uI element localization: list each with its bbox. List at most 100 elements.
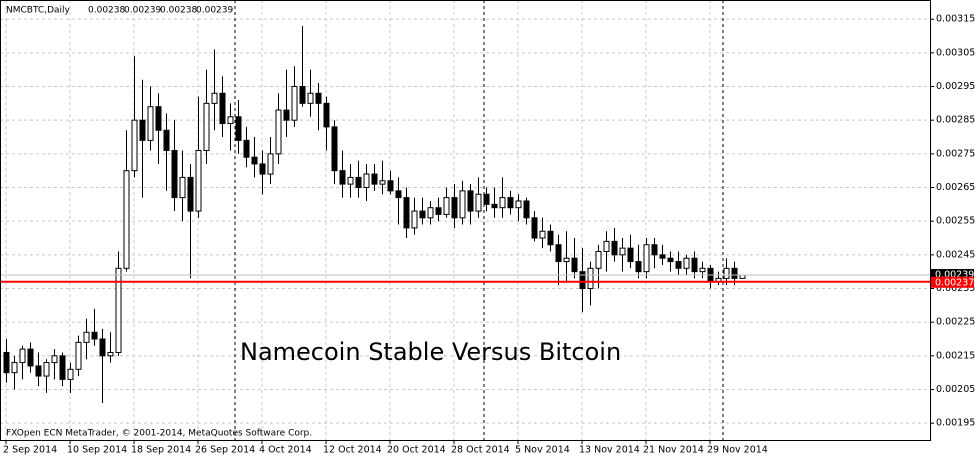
candle-body [363, 173, 370, 189]
candle-body [331, 126, 338, 172]
candle-body [219, 92, 226, 125]
horizontal-line-label-box [931, 276, 974, 288]
candle-body [299, 86, 306, 104]
candle-body [147, 106, 154, 141]
symbol: NMCBTC,Daily [6, 6, 71, 16]
copyright: FXOpen ECN MetaTrader, © 2001-2014, Meta… [6, 429, 312, 439]
y-tick-label: 0.00235 [936, 283, 975, 294]
info-open: 0.00238 [88, 6, 125, 16]
candle-body [651, 244, 658, 256]
candle-body [603, 240, 610, 252]
candle-body [179, 176, 186, 199]
candle-body [483, 193, 490, 205]
candle-body [259, 163, 266, 175]
candle-body [515, 200, 522, 209]
candle-body [131, 119, 138, 172]
y-tick-label: 0.00285 [936, 115, 975, 126]
candle-body [3, 351, 10, 374]
y-tick-label: 0.00315 [936, 14, 975, 25]
y-tick-label: 0.00215 [936, 350, 975, 361]
x-tick-label: 2 Sep 2014 [3, 445, 57, 456]
candle-body [139, 119, 146, 141]
candle-body [251, 156, 258, 165]
axes: 0.001950.002050.002150.002250.002350.002… [3, 14, 975, 456]
x-tick-label: 5 Nov 2014 [515, 445, 570, 456]
candle-body [635, 261, 642, 273]
candle-body [731, 267, 738, 279]
candle-body [611, 240, 618, 256]
candle-body [739, 274, 746, 279]
candle-body [579, 271, 586, 290]
candle-body [227, 116, 234, 125]
x-tick-label: 12 Oct 2014 [323, 445, 382, 456]
candle-body [435, 207, 442, 215]
candle-body [291, 86, 298, 121]
candle-body [323, 102, 330, 128]
x-tick-label: 26 Sep 2014 [195, 445, 255, 456]
candle-body [59, 355, 66, 380]
candle-body [11, 362, 18, 374]
candle-body [27, 348, 34, 367]
horizontal-line-label: 0.00237 [935, 277, 974, 288]
info-low: 0.00238 [160, 6, 197, 16]
candle-body [123, 170, 130, 269]
x-tick-label: 21 Nov 2014 [643, 445, 704, 456]
candle-body [403, 197, 410, 229]
candle-body [411, 210, 418, 229]
candle-body [643, 244, 650, 273]
candle-body [627, 247, 634, 263]
candle-body [443, 197, 450, 215]
x-tick-label: 18 Sep 2014 [131, 445, 191, 456]
candle-body [675, 261, 682, 269]
grid [0, 0, 930, 440]
candle-body [475, 193, 482, 212]
y-tick-label: 0.00275 [936, 148, 975, 159]
y-tick-label: 0.00225 [936, 317, 975, 328]
candle-body [691, 257, 698, 273]
candles [0, 25, 930, 403]
y-tick-label: 0.00195 [936, 418, 975, 429]
candle-body [587, 267, 594, 290]
y-tick-label: 0.00205 [936, 384, 975, 395]
candle-body [115, 267, 122, 353]
y-tick-label: 0.00245 [936, 249, 975, 260]
candle-body [491, 203, 498, 209]
candle-body [499, 197, 506, 209]
candle-body [155, 106, 162, 131]
candle-body [315, 92, 322, 104]
bid-label: 0.00239 [935, 270, 974, 281]
candle-body [355, 176, 362, 189]
candle-body [395, 190, 402, 199]
info-close: 0.00239 [196, 6, 233, 16]
x-tick-label: 29 Nov 2014 [707, 445, 768, 456]
candle-body [555, 244, 562, 263]
candle-body [419, 210, 426, 219]
candle-body [83, 331, 90, 343]
y-tick-label: 0.00265 [936, 182, 975, 193]
candle-body [99, 338, 106, 357]
candle-body [67, 368, 74, 380]
annotation: Namecoin Stable Versus Bitcoin [240, 338, 621, 366]
candle-body [595, 250, 602, 269]
candle-body [347, 176, 354, 185]
y-tick-label: 0.00305 [936, 47, 975, 58]
y-tick-label: 0.00295 [936, 81, 975, 92]
x-tick-label: 13 Nov 2014 [579, 445, 640, 456]
candle-body [427, 207, 434, 219]
candle-body [267, 153, 274, 175]
candle-body [283, 109, 290, 121]
candle-body [699, 267, 706, 273]
x-tick-label: 20 Oct 2014 [387, 445, 446, 456]
candle-body [371, 173, 378, 185]
candle-body [203, 102, 210, 151]
candle-body [539, 230, 546, 239]
candle-body [387, 180, 394, 192]
candle-body [571, 257, 578, 273]
candle-body [379, 180, 386, 185]
candle-body [235, 116, 242, 141]
x-tick-label: 28 Oct 2014 [451, 445, 510, 456]
bid-label-box [931, 269, 974, 281]
candle-body [723, 267, 730, 279]
